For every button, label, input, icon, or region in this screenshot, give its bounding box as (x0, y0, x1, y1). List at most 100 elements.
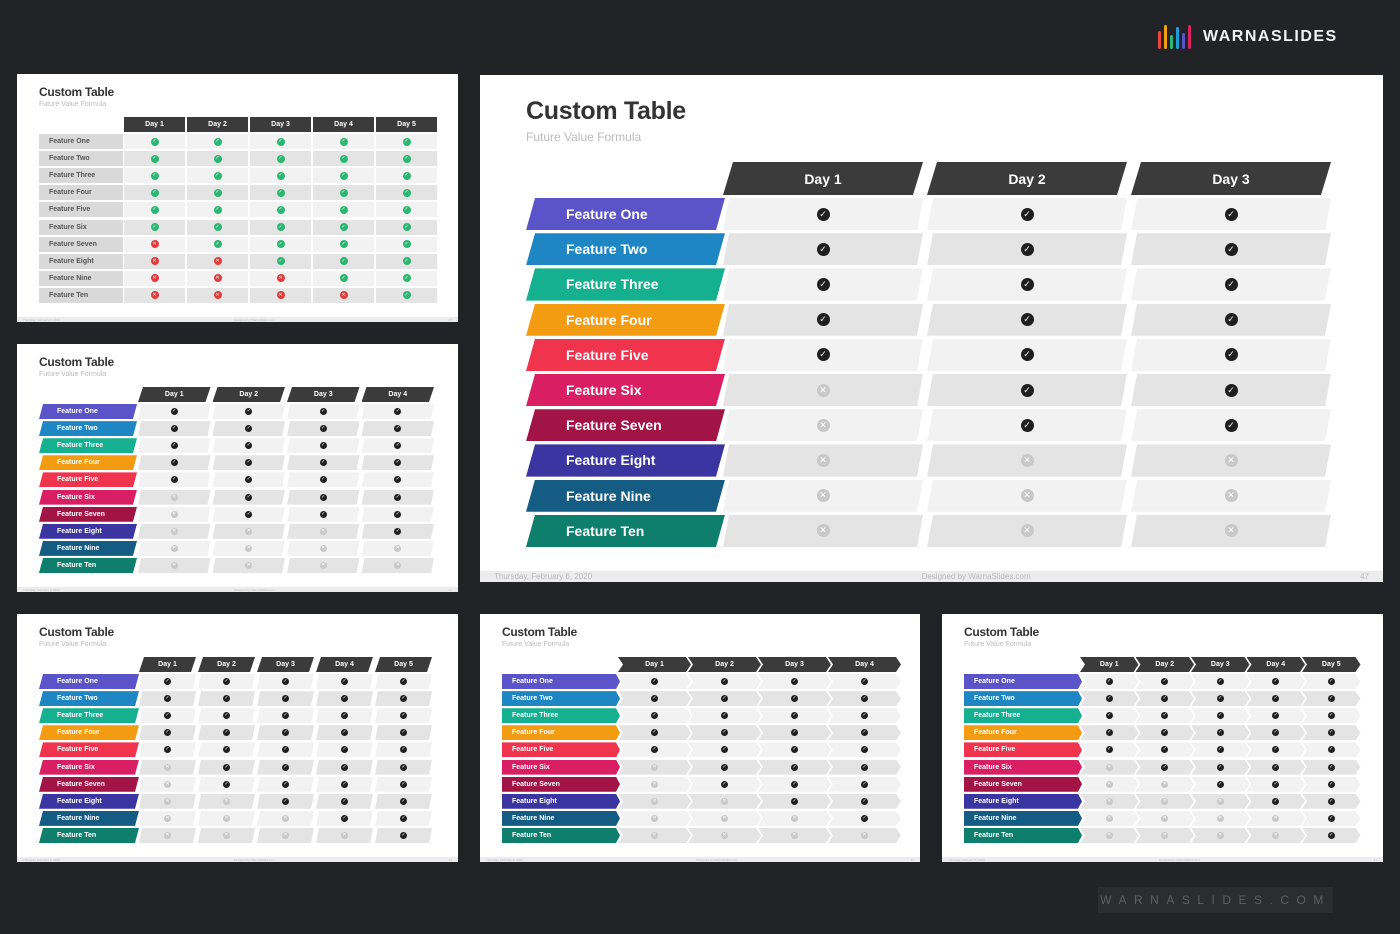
table-cell: ✓ (758, 674, 831, 689)
column-header: Day 2 (213, 387, 286, 402)
column-header: Day 1 (124, 117, 185, 132)
check-icon: ✓ (150, 137, 159, 146)
cross-icon: ✕ (1021, 454, 1034, 467)
table-cell: ✓ (138, 472, 211, 487)
feature-label: Feature Two (526, 233, 725, 265)
table-cell: ✓ (316, 674, 373, 689)
slide-thumbnail[interactable]: Custom Table Future Value Formula Day 1 Day… (480, 75, 1383, 582)
table-cell: ✓ (927, 233, 1127, 265)
feature-label: Feature Three (39, 438, 137, 453)
table-cell: ✓ (758, 708, 831, 723)
feature-label: Feature Ten (526, 515, 725, 547)
check-icon: ✓ (224, 695, 229, 702)
slide-footer: Thursday, February 6, 2020 Designed by Wa… (17, 317, 458, 322)
slide-subtitle: Future Value Formula (502, 641, 570, 648)
table-cell: ✕ (138, 507, 211, 522)
check-icon: ✓ (1021, 313, 1034, 326)
check-icon: ✓ (342, 797, 347, 804)
feature-label: Feature Four (526, 304, 725, 336)
table-cell: ✓ (198, 742, 255, 757)
feature-label: Feature Five (964, 742, 1082, 757)
cross-icon: ✕ (150, 274, 159, 283)
cross-icon: ✕ (246, 544, 251, 551)
table-cell: ✓ (927, 304, 1127, 336)
cross-icon: ✕ (1218, 831, 1223, 838)
check-icon: ✓ (401, 831, 406, 838)
check-icon: ✓ (172, 476, 177, 483)
table-cell: ✓ (1136, 691, 1195, 706)
check-icon: ✓ (1021, 348, 1034, 361)
check-icon: ✓ (395, 527, 400, 534)
check-icon: ✓ (1021, 419, 1034, 432)
feature-label: Feature Four (39, 455, 137, 470)
check-icon: ✓ (224, 763, 229, 770)
footer-date: Thursday, February 6, 2020 (494, 572, 593, 581)
table-cell: ✓ (1302, 708, 1361, 723)
footer-page-number: 47 (448, 587, 452, 592)
check-icon: ✓ (172, 459, 177, 466)
feature-label: Feature Six (39, 490, 137, 505)
table-cell: ✓ (316, 777, 373, 792)
table-cell: ✓ (287, 421, 360, 436)
table-cell: ✓ (1247, 777, 1306, 792)
cross-icon: ✕ (172, 510, 177, 517)
slide-subtitle: Future Value Formula (964, 641, 1032, 648)
check-icon: ✓ (213, 154, 222, 163)
table-cell: ✓ (316, 794, 373, 809)
column-header: Day 3 (1191, 657, 1250, 672)
table-cell: ✓ (313, 134, 374, 150)
cross-icon: ✕ (792, 831, 797, 838)
check-icon: ✓ (1218, 712, 1223, 719)
footer-page-number: 47 (1360, 572, 1369, 581)
table-cell: ✓ (198, 725, 255, 740)
table-cell: ✓ (1080, 674, 1139, 689)
column-header: Day 3 (758, 657, 831, 672)
table-cell: ✓ (618, 674, 691, 689)
cross-icon: ✕ (652, 831, 657, 838)
table-cell: ✕ (362, 541, 435, 556)
footer-designer: Designed by WarnaSlides.com (921, 572, 1031, 581)
feature-label: Feature One (39, 134, 123, 150)
brand-bar (1164, 25, 1167, 49)
column-header: Day 3 (287, 387, 360, 402)
table-cell: ✓ (618, 691, 691, 706)
check-icon: ✓ (150, 188, 159, 197)
table-cell: ✕ (187, 253, 248, 269)
check-icon: ✓ (792, 712, 797, 719)
feature-label: Feature One (526, 198, 725, 230)
check-icon: ✓ (652, 678, 657, 685)
check-icon: ✓ (1107, 695, 1112, 702)
check-icon: ✓ (722, 763, 727, 770)
table-cell: ✓ (187, 151, 248, 167)
brand-logo: WARNASLIDES (1158, 22, 1338, 52)
feature-label: Feature Four (964, 725, 1082, 740)
check-icon: ✓ (817, 208, 830, 221)
slide-thumbnail[interactable]: Custom Table Future Value Formula Day 1 Day… (17, 614, 458, 862)
feature-label: Feature Eight (502, 794, 620, 809)
check-icon: ✓ (402, 223, 411, 232)
check-icon: ✓ (792, 763, 797, 770)
footer-date: Thursday, February 6, 2020 (23, 857, 60, 862)
check-icon: ✓ (1225, 384, 1238, 397)
feature-label: Feature Two (964, 691, 1082, 706)
table-cell: ✓ (257, 674, 314, 689)
feature-label: Feature Seven (526, 409, 725, 441)
table-cell: ✓ (1247, 725, 1306, 740)
cross-icon: ✕ (224, 797, 229, 804)
feature-label: Feature Seven (964, 777, 1082, 792)
table-cell: ✕ (723, 480, 923, 512)
slide-thumbnail[interactable]: Custom Table Future Value Formula Day 1 Day… (17, 74, 458, 322)
slide-thumbnail[interactable]: Custom Table Future Value Formula Day 1 Day… (480, 614, 920, 862)
table-cell: ✓ (138, 455, 211, 470)
cross-icon: ✕ (165, 797, 170, 804)
table-cell: ✓ (376, 168, 437, 184)
slide-thumbnail[interactable]: Custom Table Future Value Formula Day 1 Day… (942, 614, 1383, 862)
table-cell: ✓ (1302, 674, 1361, 689)
table-cell: ✓ (187, 219, 248, 235)
check-icon: ✓ (395, 510, 400, 517)
table-cell: ✓ (313, 253, 374, 269)
cross-icon: ✕ (150, 257, 159, 266)
table-cell: ✓ (723, 233, 923, 265)
slide-thumbnail[interactable]: Custom Table Future Value Formula Day 1 Day… (17, 344, 458, 592)
cross-icon: ✕ (817, 454, 830, 467)
